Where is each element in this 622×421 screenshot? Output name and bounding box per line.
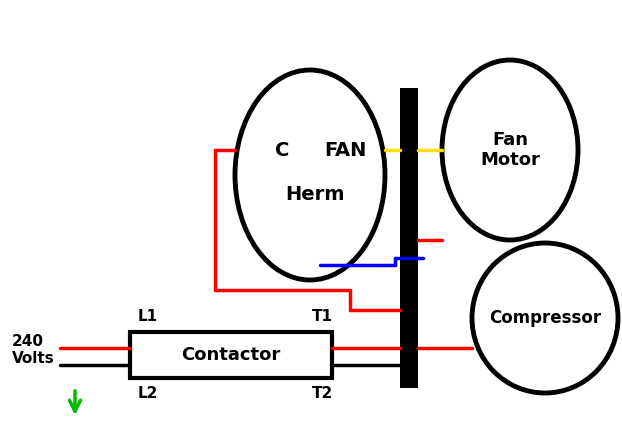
Text: Contactor: Contactor bbox=[182, 346, 281, 364]
Text: L1: L1 bbox=[138, 309, 158, 324]
Text: 240
Volts: 240 Volts bbox=[12, 334, 55, 366]
Text: L2: L2 bbox=[138, 386, 158, 401]
Text: T2: T2 bbox=[312, 386, 333, 401]
Ellipse shape bbox=[472, 243, 618, 393]
Bar bbox=[400, 88, 418, 388]
Text: Herm: Herm bbox=[285, 186, 345, 205]
Text: FAN: FAN bbox=[324, 141, 366, 160]
Ellipse shape bbox=[442, 60, 578, 240]
Text: T1: T1 bbox=[312, 309, 333, 324]
Text: Compressor: Compressor bbox=[489, 309, 601, 327]
Text: Fan
Motor: Fan Motor bbox=[480, 131, 540, 169]
Text: C: C bbox=[275, 141, 289, 160]
Ellipse shape bbox=[235, 70, 385, 280]
Bar bbox=[130, 332, 332, 378]
